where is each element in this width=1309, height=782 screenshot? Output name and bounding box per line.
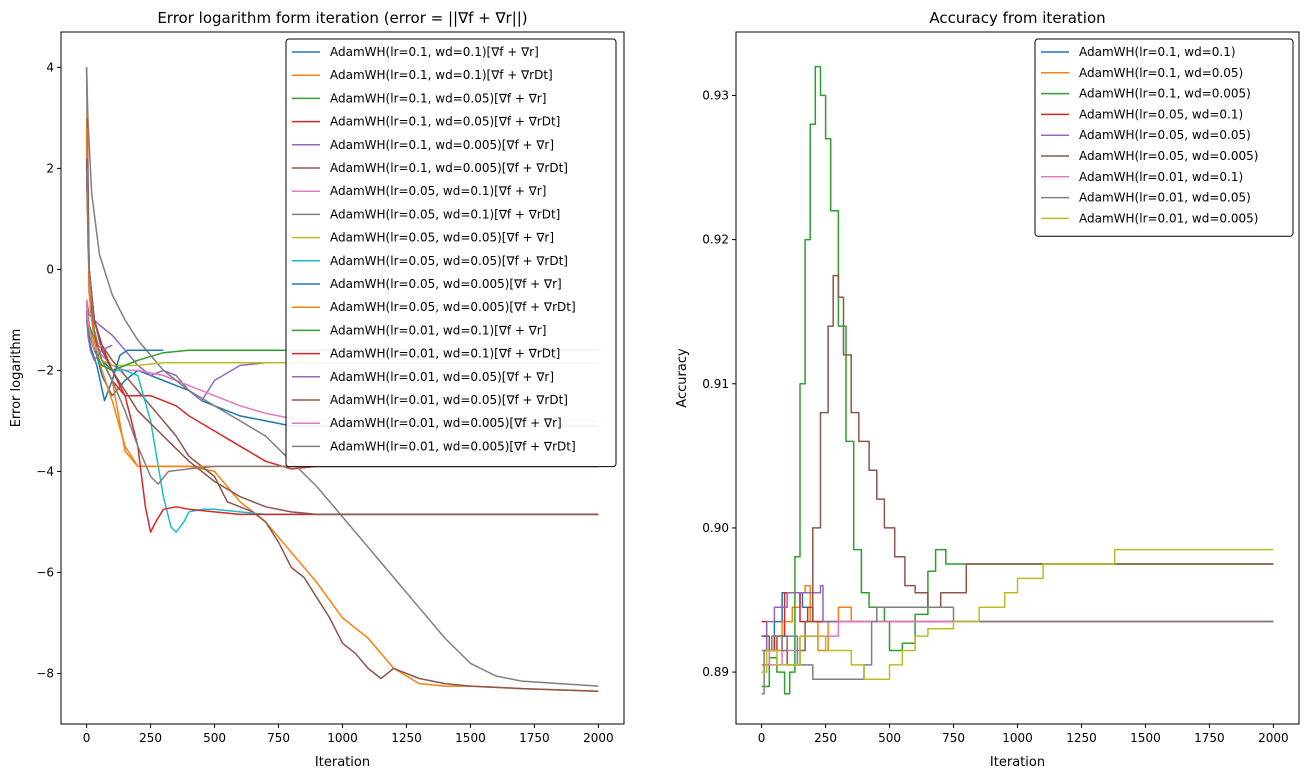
y-tick-label: 0.90 [702,521,729,535]
x-tick-label: 2000 [583,731,614,745]
series-line [85,67,599,687]
y-tick-label: 0.91 [702,377,729,391]
y-tick-label: 4 [46,60,54,74]
y-tick-label: 0.89 [702,665,729,679]
x-tick-label: 2000 [1258,731,1289,745]
legend-entry: AdamWH(lr=0.01, wd=0.1) [1079,170,1243,184]
x-tick-label: 1750 [1194,731,1225,745]
x-tick-label: 1000 [327,731,358,745]
legend-entry: AdamWH(lr=0.1, wd=0.05) [1079,66,1243,80]
legend-entry: AdamWH(lr=0.1, wd=0.1)[∇f + ∇rDt] [330,68,553,82]
x-tick-label: 1500 [455,731,486,745]
series-line [761,606,1274,695]
x-tick-label: 750 [267,731,290,745]
x-tick-label: 500 [878,731,901,745]
legend-entry: AdamWH(lr=0.05, wd=0.1) [1079,107,1243,121]
legend-entry: AdamWH(lr=0.1, wd=0.05)[∇f + ∇r] [330,91,546,105]
x-tick-label: 750 [942,731,965,745]
y-axis-label: Accuracy [675,348,690,408]
series-group [85,67,599,692]
series-line [85,299,599,402]
x-tick-label: 1000 [1002,731,1033,745]
y-tick-label: 0 [46,262,54,276]
error-log-chart: Error logarithm form iteration (error = … [9,9,625,770]
legend-entry: AdamWH(lr=0.01, wd=0.05)[∇f + ∇rDt] [330,393,568,407]
series-line [85,319,139,372]
x-tick-label: 500 [203,731,226,745]
x-tick-label: 0 [83,731,91,745]
x-tick-label: 1250 [391,731,422,745]
legend-entry: AdamWH(lr=0.05, wd=0.1)[∇f + ∇rDt] [330,207,560,221]
y-tick-label: −4 [36,464,54,478]
x-axis-label: Iteration [315,755,370,770]
series-line [761,584,1274,666]
legend: AdamWH(lr=0.1, wd=0.1) AdamWH(lr=0.1, wd=… [1034,38,1294,237]
legend: AdamWH(lr=0.1, wd=0.1)[∇f + ∇r] AdamWH(lr… [285,38,617,468]
legend-entry: AdamWH(lr=0.05, wd=0.05)[∇f + ∇r] [330,231,554,245]
legend-entry: AdamWH(lr=0.05, wd=0.005)[∇f + ∇rDt] [330,300,576,314]
y-tick-label: 0.92 [702,233,729,247]
y-tick-label: −2 [36,363,54,377]
x-tick-label: 1750 [519,731,550,745]
chart-title: Error logarithm form iteration (error = … [157,9,527,27]
y-tick-label: 0.93 [702,88,729,102]
x-tick-label: 250 [139,731,162,745]
series-line [761,65,1274,695]
series-line [85,178,599,533]
series-line [85,168,599,485]
chart-title: Accuracy from iteration [929,9,1105,27]
series-line [85,158,599,516]
series-line [85,299,103,351]
legend-entry: AdamWH(lr=0.05, wd=0.005) [1079,149,1258,163]
series-group [761,65,1274,695]
series-line [85,309,599,427]
legend-entry: AdamWH(lr=0.1, wd=0.005)[∇f + ∇rDt] [330,161,568,175]
legend-box [285,38,617,468]
legend-entry: AdamWH(lr=0.05, wd=0.05) [1079,128,1251,142]
legend-entry: AdamWH(lr=0.01, wd=0.005)[∇f + ∇rDt] [330,439,576,453]
legend-entry: AdamWH(lr=0.05, wd=0.1)[∇f + ∇r] [330,184,546,198]
legend-entry: AdamWH(lr=0.01, wd=0.005) [1079,211,1258,225]
legend-entry: AdamWH(lr=0.1, wd=0.005) [1079,87,1251,101]
legend-entry: AdamWH(lr=0.01, wd=0.05) [1079,191,1251,205]
x-tick-label: 1500 [1130,731,1161,745]
y-axis-label: Error logarithm [9,329,24,428]
y-tick-label: −8 [36,666,54,680]
legend-entry: AdamWH(lr=0.1, wd=0.1) [1079,45,1236,59]
legend-box [1034,38,1294,237]
legend-entry: AdamWH(lr=0.1, wd=0.005)[∇f + ∇r] [330,138,554,152]
series-line [85,309,113,362]
y-tick-label: 2 [46,161,54,175]
legend-entry: AdamWH(lr=0.01, wd=0.1)[∇f + ∇r] [330,323,546,337]
legend-entry: AdamWH(lr=0.1, wd=0.1)[∇f + ∇r] [330,45,539,59]
legend-entry: AdamWH(lr=0.05, wd=0.005)[∇f + ∇r] [330,277,562,291]
x-axis-label: Iteration [990,755,1045,770]
legend-entry: AdamWH(lr=0.05, wd=0.05)[∇f + ∇rDt] [330,254,568,268]
x-tick-label: 250 [814,731,837,745]
series-line [761,548,1274,681]
x-tick-label: 1250 [1066,731,1097,745]
y-tick-label: −6 [36,565,54,579]
accuracy-chart: Accuracy from iteration 0 250 500 750 1000 125… [675,9,1300,770]
legend-entry: AdamWH(lr=0.01, wd=0.005)[∇f + ∇r] [330,416,562,430]
legend-entry: AdamWH(lr=0.01, wd=0.1)[∇f + ∇rDt] [330,347,560,361]
legend-entry: AdamWH(lr=0.1, wd=0.05)[∇f + ∇rDt] [330,115,560,129]
legend-entry: AdamWH(lr=0.01, wd=0.05)[∇f + ∇r] [330,370,554,384]
series-line [761,584,1274,652]
x-tick-label: 0 [758,731,766,745]
